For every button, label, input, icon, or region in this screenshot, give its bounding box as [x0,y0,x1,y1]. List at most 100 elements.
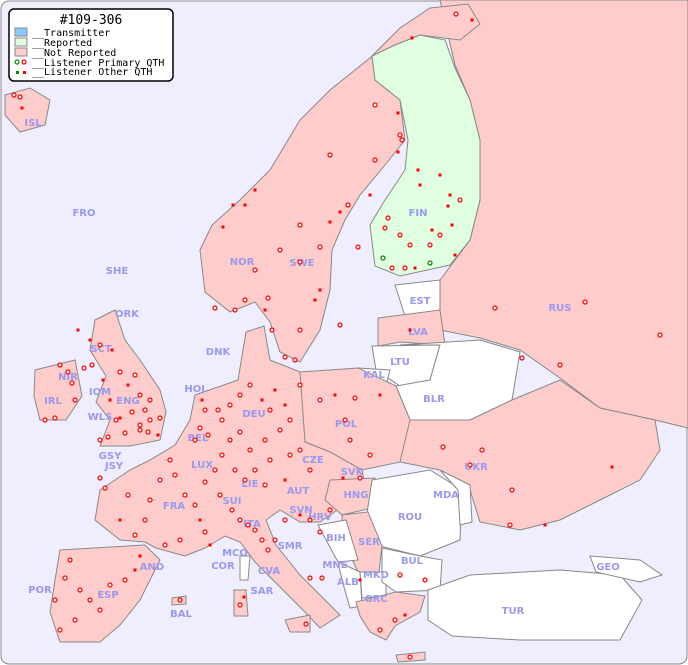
country-label-hng: HNG [344,490,369,501]
country-label-ltu: LTU [390,357,410,368]
country-label-sct: SCT [90,344,112,355]
listener-primary-qth-marker [212,305,218,311]
listener-primary-qth-marker [157,415,163,421]
country-fin [369,34,481,277]
listener-primary-qth-marker [97,342,103,348]
listener-primary-qth-marker [125,492,131,498]
listener-other-qth-marker [253,188,257,192]
listener-primary-qth-marker [507,522,513,528]
country-label-mco: MCO [222,548,248,559]
country-label-eng: ENG [116,396,139,407]
listener-primary-qth-marker [105,434,111,440]
listener-other-qth-marker [418,183,422,187]
listener-primary-qth-marker [132,372,138,378]
country-label-wls: WLS [88,412,113,423]
listener-primary-qth-marker [52,415,58,421]
listener-primary-qth-marker [262,437,268,443]
listener-primary-qth-marker [245,522,251,528]
listener-primary-qth-marker [269,327,275,333]
listener-primary-qth-marker [292,357,298,363]
listener-primary-qth-marker [57,362,63,368]
listener-other-qth-marker [283,478,287,482]
listener-other-qth-marker [283,403,287,407]
listener-other-qth-marker [333,393,337,397]
listener-primary-qth-marker [297,222,303,228]
listener-primary-qth-marker [177,537,183,543]
listener-primary-qth-marker [277,247,283,253]
listener-primary-qth-marker [192,502,198,508]
country-label-mkd: MKD [363,570,389,581]
listener-primary-qth-marker [197,425,203,431]
legend-other-qth: __Listener Other QTH [32,67,152,78]
country-isl [4,87,51,133]
country-label-tur: TUR [502,606,525,617]
listener-other-qth-marker [243,203,247,207]
listener-primary-qth-marker [237,602,243,608]
listener-primary-qth-marker [427,242,433,248]
listener-other-qth-marker [260,398,264,402]
country-label-cze: CZE [302,455,324,466]
listener-other-qth-marker [430,228,434,232]
listener-primary-qth-marker [232,467,238,473]
legend-reported-swatch [14,37,28,47]
listener-primary-qth-marker [87,597,93,603]
listener-other-qth-marker [126,383,130,387]
listener-primary-qth-marker [317,397,323,403]
listener-primary-qth-marker [385,215,391,221]
country-label-lie: LIE [242,479,259,490]
country-label-deu: DEU [242,409,265,420]
listener-other-qth-marker [156,433,160,437]
listener-primary-qth-marker [147,417,153,423]
listener-primary-qth-marker [157,477,163,483]
listener-primary-qth-marker [67,557,73,563]
country-label-cor: COR [211,561,235,572]
listener-other-qth-marker [396,111,400,115]
listener-primary-qth-marker [657,332,663,338]
country-label-sui: SUI [222,496,241,507]
listener-other-qth-marker [231,203,235,207]
listener-primary-qth-marker [232,307,238,313]
country-label-fra: FRA [163,501,186,512]
legend-transmitter-swatch [14,27,28,37]
country-label-hrv: HRV [308,512,332,523]
country-label-geo: GEO [596,562,620,573]
listener-primary-qth-marker [145,429,151,435]
listener-primary-qth-marker [397,572,403,578]
listener-primary-qth-marker [407,242,413,248]
listener-primary-qth-marker [167,457,173,463]
listener-primary-qth-marker [397,232,403,238]
country-label-pol: POL [335,419,358,430]
country-hng [324,477,376,516]
listener-primary-qth-marker [287,452,293,458]
country-label-blr: BLR [423,394,445,405]
listener-other-qth-marker [101,378,105,382]
listener-primary-qth-marker [122,577,128,583]
listener-primary-qth-marker [557,362,563,368]
listener-primary-qth-marker [265,295,271,301]
listener-primary-qth-marker [237,392,243,398]
country-label-mda: MDA [433,490,459,501]
country-label-bel: BEL [188,433,209,444]
listener-primary-qth-marker [479,447,485,453]
listener-primary-qth-marker [372,102,378,108]
listener-primary-qth-marker [307,575,313,581]
country-label-ukr: UKR [464,462,488,473]
listener-primary-qth-marker [219,417,225,423]
listener-primary-qth-marker [342,417,348,423]
listener-primary-qth-marker [147,497,153,503]
listener-primary-qth-marker [259,537,265,543]
country-label-bul: BUL [401,556,424,567]
country-label-hol: HOL [184,384,208,395]
listener-other-qth-marker [133,568,137,572]
listener-primary-qth-marker [227,402,233,408]
legend-not-reported-swatch [14,47,28,57]
country-label-jsy: JSY [104,461,124,472]
circle-marker-icon [21,59,27,65]
listener-other-qth-marker [453,253,457,257]
listener-primary-qth-marker [172,472,178,478]
listener-primary-qth-marker [399,137,405,143]
listener-primary-qth-marker [372,157,378,163]
listener-primary-qth-marker [142,517,148,523]
listener-other-qth-marker [198,518,202,522]
listener-primary-qth-marker [202,479,208,485]
